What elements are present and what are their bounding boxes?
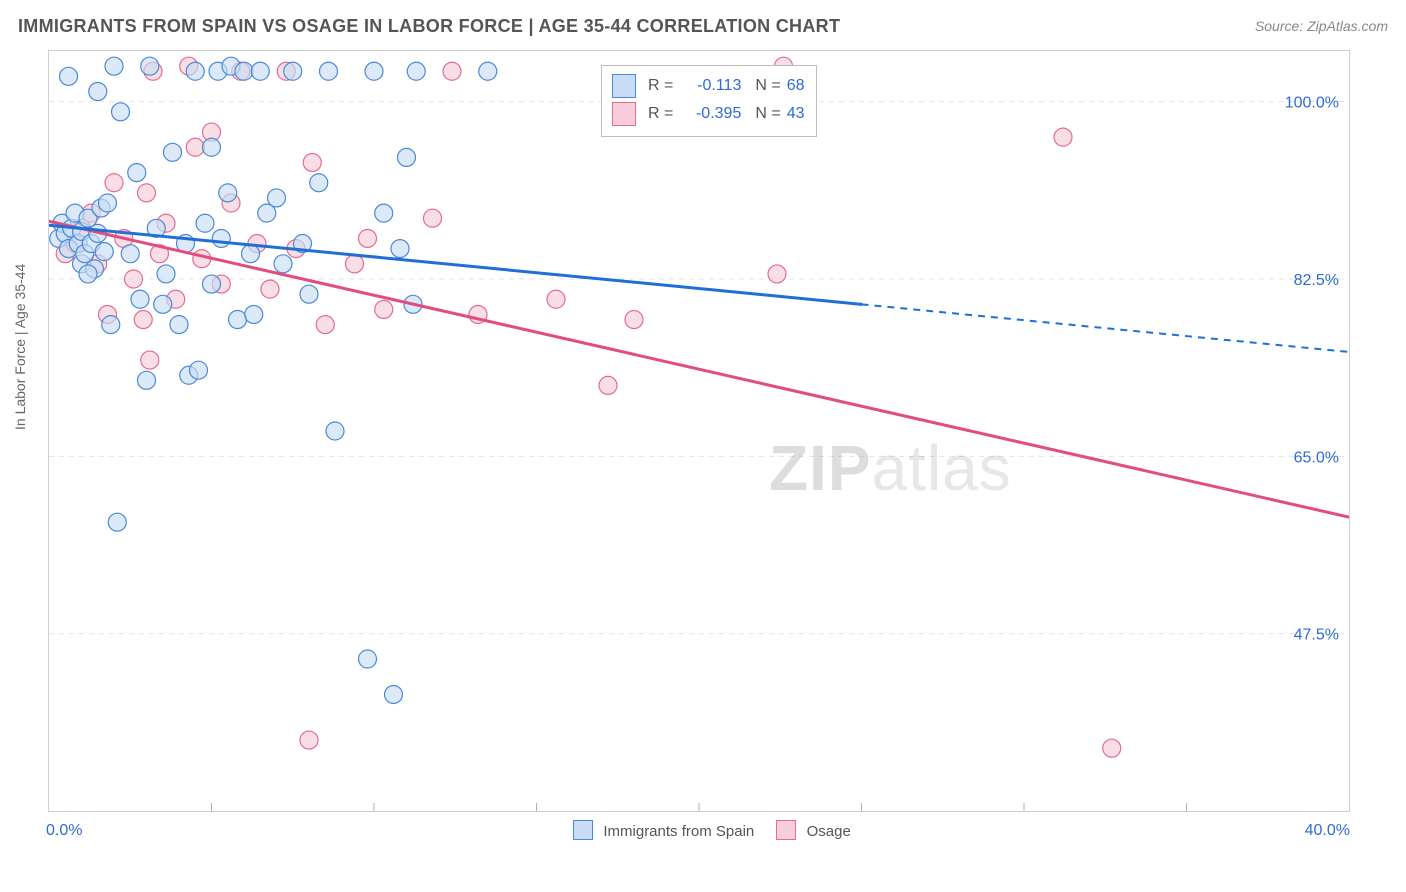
n-value-b: 43 xyxy=(787,105,805,123)
legend-row-b: R = -0.395 N = 43 xyxy=(612,100,804,128)
r-value-a: -0.113 xyxy=(677,77,741,95)
chart-title: IMMIGRANTS FROM SPAIN VS OSAGE IN LABOR … xyxy=(18,16,840,36)
correlation-legend: R = -0.113 N = 68 R = -0.395 N = 43 xyxy=(601,65,817,137)
n-value-a: 68 xyxy=(787,77,805,95)
source-label: Source: ZipAtlas.com xyxy=(1255,18,1388,34)
svg-text:65.0%: 65.0% xyxy=(1294,449,1339,466)
svg-text:47.5%: 47.5% xyxy=(1294,627,1339,644)
legend-swatch-series-b xyxy=(776,820,796,840)
legend-label-a: Immigrants from Spain xyxy=(603,823,754,840)
chart-plot-area: 47.5%65.0%82.5%100.0% ZIPatlas R = -0.11… xyxy=(48,50,1350,812)
legend-row-a: R = -0.113 N = 68 xyxy=(612,72,804,100)
svg-text:100.0%: 100.0% xyxy=(1285,95,1339,112)
legend-swatch-series-a xyxy=(573,820,593,840)
svg-text:82.5%: 82.5% xyxy=(1294,272,1339,289)
r-value-b: -0.395 xyxy=(677,105,741,123)
legend-label-b: Osage xyxy=(807,823,851,840)
y-axis-title: In Labor Force | Age 35-44 xyxy=(12,264,28,430)
legend-swatch-b xyxy=(612,102,636,126)
series-legend: Immigrants from Spain Osage xyxy=(0,820,1406,840)
legend-swatch-a xyxy=(612,74,636,98)
scatter-svg: 47.5% 65.0% 82.5% 100.0% xyxy=(49,51,1349,811)
